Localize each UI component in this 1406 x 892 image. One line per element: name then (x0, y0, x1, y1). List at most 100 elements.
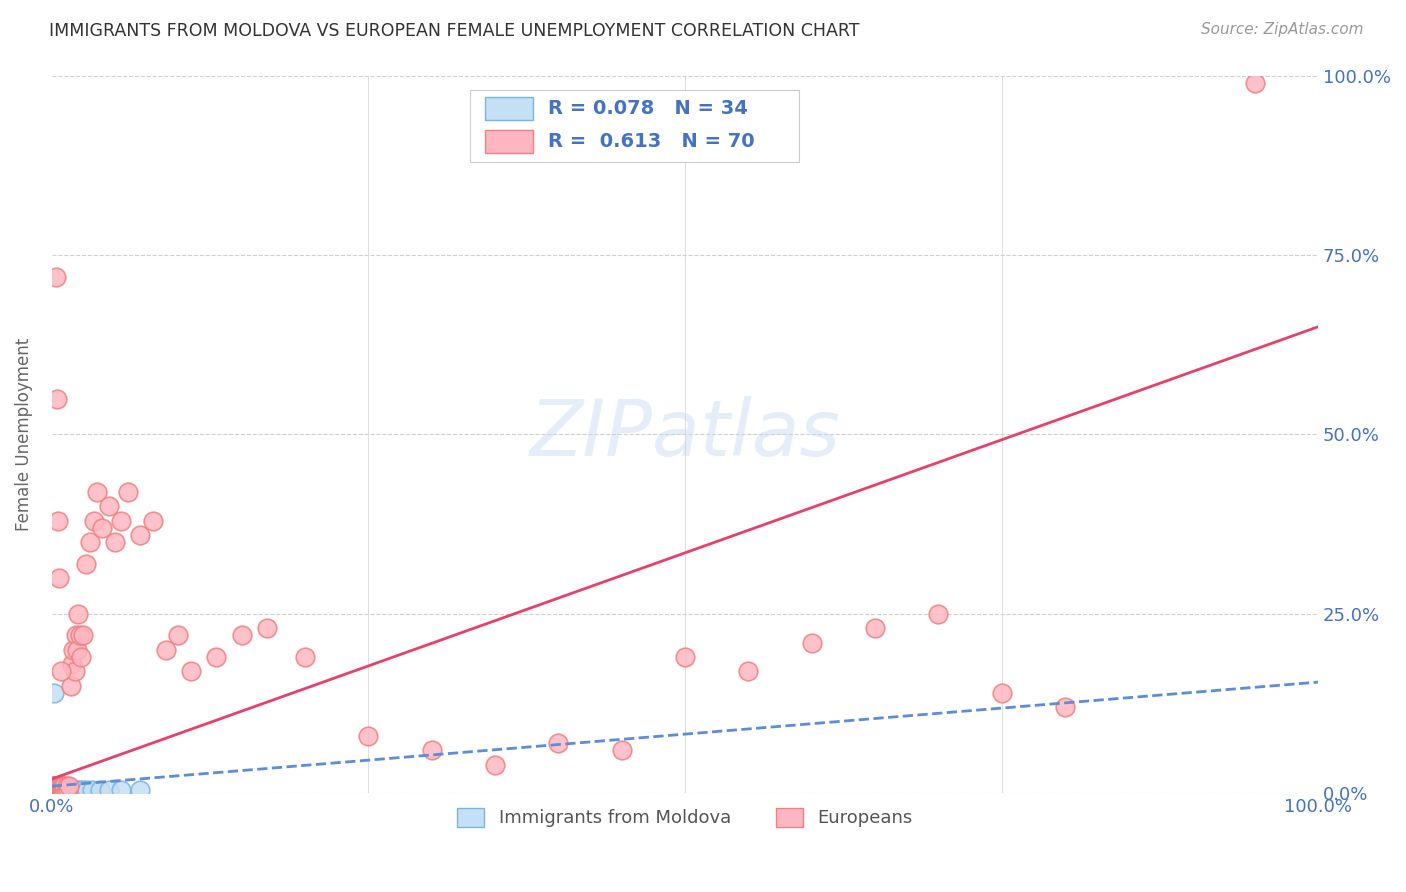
Point (56, 779, 79, 793)
Point (51, 780, 73, 795)
Point (48, 779, 70, 793)
Point (45, 779, 67, 793)
Point (62, 642, 84, 657)
Point (46, 514, 69, 528)
Point (89, 782, 111, 797)
Bar (485, 130, 533, 153)
Point (45, 780, 67, 795)
Point (484, 757, 506, 772)
Point (69, 782, 91, 797)
Point (67, 607, 90, 621)
Point (59, 782, 82, 797)
Text: ZIPatlas: ZIPatlas (530, 396, 841, 473)
Text: R =  0.613   N = 70: R = 0.613 N = 70 (548, 132, 755, 151)
Point (52, 780, 75, 795)
Point (97, 782, 120, 797)
Point (53, 779, 76, 793)
Point (48, 782, 70, 797)
Point (48, 780, 70, 795)
FancyBboxPatch shape (470, 90, 799, 161)
Point (117, 484, 139, 499)
Point (45, 779, 67, 793)
Text: IMMIGRANTS FROM MOLDOVA VS EUROPEAN FEMALE UNEMPLOYMENT CORRELATION CHART: IMMIGRANTS FROM MOLDOVA VS EUROPEAN FEMA… (49, 22, 859, 40)
Point (52, 779, 75, 793)
Point (49, 782, 72, 797)
Point (58, 782, 80, 797)
Point (129, 782, 152, 797)
Point (58, 779, 80, 793)
Point (46, 779, 69, 793)
Point (97, 500, 120, 514)
Point (46, 782, 69, 797)
Point (737, 665, 759, 679)
Point (610, 743, 633, 757)
Point (357, 729, 380, 743)
Point (52, 782, 75, 797)
Bar (485, 97, 533, 120)
Point (53, 782, 76, 797)
Point (49, 782, 72, 797)
Point (104, 535, 127, 549)
Point (49, 665, 72, 679)
Point (45, 780, 67, 795)
Point (53, 782, 76, 797)
Point (69, 628, 91, 642)
Point (46, 779, 69, 793)
Point (1053, 700, 1076, 714)
Point (63, 665, 86, 679)
Point (91, 521, 114, 535)
Point (65, 628, 87, 642)
Point (231, 628, 253, 642)
Point (66, 782, 89, 797)
Text: R = 0.078   N = 34: R = 0.078 N = 34 (548, 99, 748, 118)
Point (45, 782, 67, 797)
Point (927, 607, 949, 621)
Point (86, 484, 108, 499)
Point (990, 686, 1012, 700)
Point (66, 642, 89, 657)
Point (863, 621, 886, 635)
Point (52, 782, 75, 797)
Point (83, 514, 105, 528)
Point (49, 779, 72, 793)
Text: Source: ZipAtlas.com: Source: ZipAtlas.com (1201, 22, 1364, 37)
Point (110, 514, 132, 528)
Legend: Immigrants from Moldova, Europeans: Immigrants from Moldova, Europeans (450, 801, 920, 835)
Point (82, 782, 104, 797)
Point (1243, 76, 1265, 90)
Point (79, 535, 101, 549)
Point (62, 782, 84, 797)
Point (51, 782, 73, 797)
Point (55, 782, 77, 797)
Point (53, 780, 76, 795)
Point (800, 635, 823, 649)
Point (45, 782, 67, 797)
Point (44, 779, 66, 793)
Point (51, 779, 73, 793)
Point (60, 657, 83, 672)
Point (205, 650, 228, 665)
Point (110, 782, 132, 797)
Point (155, 642, 177, 657)
Point (45, 392, 67, 406)
Point (46, 782, 69, 797)
Point (45, 269, 67, 284)
Point (49, 780, 72, 795)
Point (51, 782, 73, 797)
Point (59, 679, 82, 693)
Point (673, 650, 696, 665)
Point (45, 779, 67, 793)
Point (75, 557, 97, 571)
Point (294, 650, 316, 665)
Point (72, 628, 94, 642)
Point (44, 779, 66, 793)
Point (420, 743, 443, 757)
Point (44, 782, 66, 797)
Point (76, 782, 98, 797)
Point (48, 782, 70, 797)
Point (56, 782, 79, 797)
Point (42, 779, 65, 793)
Point (45, 782, 67, 797)
Point (48, 571, 70, 585)
Point (547, 736, 569, 750)
